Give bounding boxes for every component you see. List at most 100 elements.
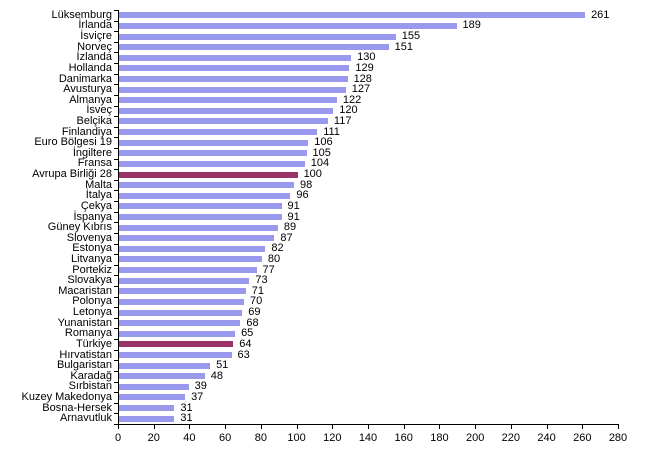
x-axis-tick (439, 424, 441, 429)
y-axis-tick (114, 201, 118, 203)
y-axis-tick (114, 349, 118, 351)
category-label: Bosna-Hersek (42, 401, 112, 414)
value-label: 87 (280, 231, 293, 244)
category-label: Fransa (77, 157, 112, 170)
category-label: İngiltere (72, 146, 112, 159)
value-label: 31 (180, 401, 193, 414)
category-label: Finlandiya (61, 125, 112, 138)
bar (119, 54, 352, 61)
bar (119, 224, 278, 231)
bar (119, 267, 257, 274)
category-label: Slovakya (67, 274, 112, 287)
category-label: Belçika (76, 114, 112, 127)
value-label: 128 (353, 72, 372, 85)
x-axis-tick-label: 220 (501, 432, 521, 444)
category-label: Norveç (77, 40, 112, 53)
value-label: 68 (246, 316, 259, 329)
bar (119, 405, 175, 412)
x-axis-tick-label: 40 (183, 432, 196, 444)
value-label: 127 (351, 83, 371, 96)
x-axis-tick (225, 424, 227, 429)
value-label: 71 (251, 284, 265, 297)
y-axis-tick (114, 402, 118, 404)
bar (119, 150, 307, 157)
x-axis-tick-label: 120 (323, 432, 342, 444)
x-axis-tick (118, 424, 119, 429)
category-label: Hollanda (68, 61, 112, 74)
bar (119, 298, 244, 305)
x-axis-tick-label: 200 (465, 432, 485, 444)
bar (119, 76, 348, 82)
category-label: Slovenya (66, 231, 112, 244)
value-label: 70 (250, 295, 263, 308)
y-axis-tick (114, 94, 118, 96)
bar (119, 245, 266, 252)
x-axis-tick (510, 424, 512, 429)
value-label: 82 (271, 242, 284, 255)
y-axis-tick (114, 52, 118, 54)
bar (119, 214, 282, 220)
y-axis-tick (114, 296, 118, 298)
bar (119, 394, 186, 401)
bar (119, 33, 396, 40)
bar (119, 97, 337, 104)
value-label: 39 (194, 380, 207, 393)
value-label: 48 (210, 369, 223, 382)
y-axis-tick (114, 392, 118, 394)
y-axis-tick (114, 148, 118, 149)
bar (119, 309, 243, 316)
y-axis-tick (114, 317, 118, 319)
x-axis-tick (189, 424, 191, 429)
x-axis-tick (296, 424, 298, 429)
bar (119, 22, 457, 29)
bar (119, 362, 211, 369)
value-label: 80 (267, 252, 281, 265)
value-label: 91 (287, 199, 300, 212)
value-label: 129 (355, 61, 374, 74)
y-axis-tick (114, 137, 118, 139)
value-label: 69 (248, 306, 261, 319)
y-axis-tick (114, 63, 118, 65)
y-axis-tick (114, 381, 118, 383)
x-axis-tick (475, 424, 477, 429)
value-label: 64 (239, 337, 252, 350)
value-label: 120 (339, 104, 358, 117)
y-axis-line (118, 10, 119, 424)
x-axis-tick (582, 424, 584, 429)
y-axis-tick (114, 254, 118, 256)
bar (119, 235, 275, 242)
x-axis-tick-label: 160 (394, 432, 413, 444)
y-axis-tick (114, 20, 118, 22)
x-axis-tick (403, 424, 405, 429)
category-label: Euro Bölgesi 19 (34, 136, 112, 149)
value-label: 77 (262, 263, 275, 276)
category-label: Bulgaristan (56, 359, 112, 372)
category-label: Litvanya (71, 252, 112, 265)
value-label: 37 (191, 390, 204, 403)
category-label: Hırvatistan (59, 348, 112, 361)
value-label: 51 (216, 359, 229, 372)
bar (119, 86, 346, 93)
y-axis-tick (114, 232, 118, 234)
x-axis-tick-label: 280 (608, 432, 628, 444)
bar-highlighted (119, 341, 234, 348)
bar (119, 192, 291, 199)
x-axis-tick-label: 0 (114, 432, 122, 444)
y-axis-tick (114, 275, 118, 277)
y-axis-tick (114, 73, 118, 75)
value-label: 151 (394, 40, 413, 53)
y-axis-tick (114, 243, 118, 245)
y-axis-tick (114, 286, 118, 287)
bar (119, 415, 175, 422)
bar (119, 277, 250, 284)
value-label: 111 (323, 125, 340, 138)
bar (119, 203, 282, 210)
y-axis-tick (114, 31, 118, 33)
category-label: Romanya (64, 327, 112, 340)
category-label: Güney Kıbrıs (47, 221, 112, 234)
y-axis-tick (114, 307, 118, 309)
category-label: Estonya (72, 242, 112, 255)
y-axis-tick (114, 339, 118, 341)
bar (119, 320, 241, 327)
